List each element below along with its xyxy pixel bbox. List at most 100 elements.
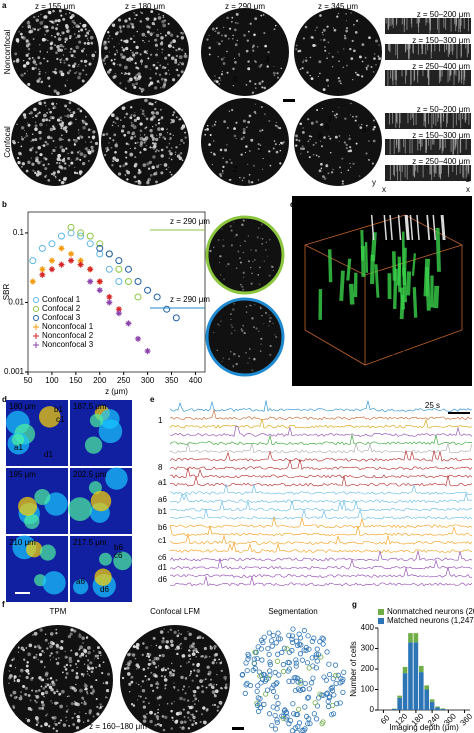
cell-spot [69,632,73,636]
cell-spot [127,662,131,667]
cell-spot [120,39,123,42]
cell-spot [123,116,126,119]
cell-spot [132,125,137,129]
cell-spot [81,119,84,122]
cell-spot [114,64,116,66]
cell-spot [82,648,86,652]
cell-spot [318,155,320,158]
cell-spot [68,659,73,664]
cell-spot [70,47,73,51]
cell-spot [119,26,122,29]
cell-spot [86,31,89,35]
heat-spot [38,406,61,428]
cell-spot [73,62,77,66]
cell-spot [148,40,150,42]
heat-spot [34,489,51,506]
cell-spot [196,637,199,640]
cell-spot [368,36,371,40]
cell-spot [372,71,375,73]
strip-line [447,70,449,83]
cell-spot [22,113,27,117]
cell-spot [192,663,195,666]
cell-spot [191,723,194,726]
cell-spot [152,636,156,640]
cell-spot [132,645,136,649]
trace [170,475,473,487]
cell-spot [238,55,240,57]
cell-spot [52,148,56,153]
seg-roi [309,638,315,644]
seg-roi [274,680,280,686]
cell-spot [232,366,234,368]
cell-spot [67,152,70,155]
cell-spot [68,101,72,105]
cell-spot [224,683,228,687]
cell-spot [73,166,76,168]
seg-roi [275,636,282,642]
cell-spot [252,260,254,263]
strip-line [421,44,423,49]
cell-spot [345,26,349,30]
cell-spot [127,653,131,657]
cell-spot [68,695,70,698]
cell-spot [65,13,67,15]
cell-spot [174,151,177,154]
cell-spot [279,143,281,146]
cell-spot [25,132,28,135]
cell-spot [332,66,334,68]
cell-spot [174,60,178,64]
cell-spot [161,715,165,718]
cell-spot [75,672,79,675]
cell-spot [107,70,111,74]
cell-spot [182,708,185,711]
seg-roi [270,704,276,710]
cell-spot [67,709,69,711]
cell-spot [343,141,347,144]
cell-spot [338,60,340,63]
cell-spot [239,176,241,179]
y-axis-label: SBR [2,284,11,301]
cell-spot [222,26,225,29]
cell-spot [18,646,20,648]
strip-line [409,139,411,154]
cell-spot [56,91,60,96]
point [96,240,104,248]
cell-spot [87,128,91,131]
cell-spot [213,647,216,650]
trace-label: b1 [158,507,167,516]
cell-spot [126,170,131,175]
cell-spot [157,119,160,122]
cell-spot [273,269,275,272]
cell-spot [208,53,211,56]
cell-spot [139,134,142,136]
cell-spot [40,678,43,682]
cell-spot [91,692,94,695]
cell-spot [45,105,47,107]
cell-spot [58,9,62,13]
cell-spot [192,649,195,652]
strip-line [390,18,392,26]
depth-label: 195 μm [9,470,36,479]
neuron [397,256,402,293]
x-tick-label: 360 [458,711,474,727]
seg-roi [290,626,296,632]
axis-glyph: z [392,349,396,358]
cell-spot [272,147,275,150]
cell-spot [276,76,280,79]
cell-spot [40,660,44,664]
cell-spot [26,718,31,723]
seg-roi [295,686,301,692]
strip-line [448,44,450,53]
seg-roi [275,700,281,707]
strip-line [411,139,413,154]
cell-spot [65,106,67,108]
cell-spot [170,158,173,161]
cell-spot [302,37,305,40]
cell-spot [162,637,165,640]
cell-spot [59,43,63,48]
strip-image [385,165,471,181]
cell-spot [231,37,234,40]
cell-spot [25,40,30,44]
cell-spot [147,179,150,182]
cell-spot [82,675,85,677]
